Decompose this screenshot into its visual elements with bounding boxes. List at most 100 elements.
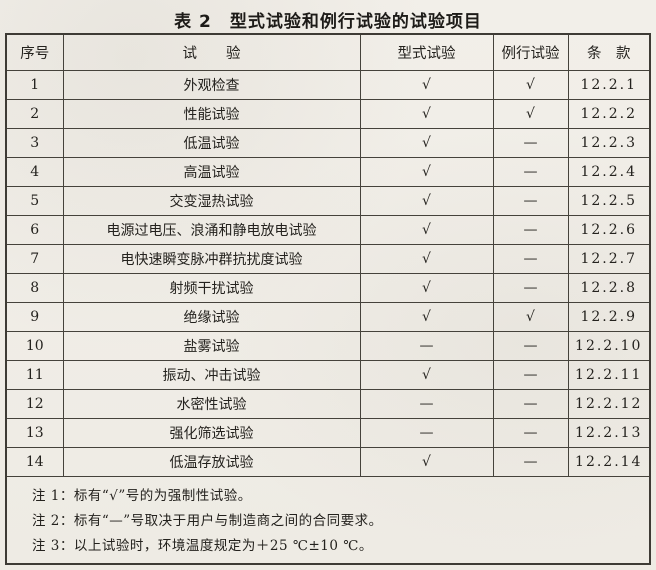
table-row: 6 电源过电压、浪涌和静电放电试验 √ — 12.2.6	[5, 215, 651, 245]
table-row: 1 外观检查 √ √ 12.2.1	[5, 70, 651, 100]
row-clause: 12.2.13	[567, 418, 651, 448]
row-routine-test-mark: √	[492, 302, 569, 332]
row-serial-number: 7	[5, 244, 64, 274]
notes-cell: 注 1：标有“√”号的为强制性试验。 注 2：标有“—”号取决于用户与制造商之间…	[5, 476, 651, 565]
row-test-name: 性能试验	[62, 99, 361, 129]
row-routine-test-mark: —	[492, 360, 569, 390]
row-clause: 12.2.2	[567, 99, 651, 129]
row-routine-test-mark: —	[492, 273, 569, 303]
row-test-name: 电快速瞬变脉冲群抗扰度试验	[62, 244, 361, 274]
row-test-name: 绝缘试验	[62, 302, 361, 332]
row-serial-number: 9	[5, 302, 64, 332]
table-row: 11 振动、冲击试验 √ — 12.2.11	[5, 360, 651, 390]
row-test-name: 射频干扰试验	[62, 273, 361, 303]
header-clause: 条 款	[567, 33, 651, 71]
row-routine-test-mark: —	[492, 331, 569, 361]
row-serial-number: 6	[5, 215, 64, 245]
row-clause: 12.2.10	[567, 331, 651, 361]
row-routine-test-mark: —	[492, 389, 569, 419]
row-test-name: 水密性试验	[62, 389, 361, 419]
row-serial-number: 12	[5, 389, 64, 419]
note-1: 注 1：标有“√”号的为强制性试验。	[32, 488, 252, 504]
table-row: 4 高温试验 √ — 12.2.4	[5, 157, 651, 187]
table-title: 表 2 型式试验和例行试验的试验项目	[174, 12, 482, 32]
row-test-name: 低温试验	[62, 128, 361, 158]
row-type-test-mark: √	[359, 360, 494, 390]
row-type-test-mark: √	[359, 447, 494, 477]
row-clause: 12.2.1	[567, 70, 651, 100]
row-type-test-mark: —	[359, 418, 494, 448]
row-routine-test-mark: —	[492, 186, 569, 216]
header-type-test: 型式试验	[359, 33, 494, 71]
table-row: 14 低温存放试验 √ — 12.2.14	[5, 447, 651, 477]
row-serial-number: 4	[5, 157, 64, 187]
row-clause: 12.2.3	[567, 128, 651, 158]
row-type-test-mark: √	[359, 186, 494, 216]
table-row: 7 电快速瞬变脉冲群抗扰度试验 √ — 12.2.7	[5, 244, 651, 274]
note-3: 注 3：以上试验时，环境温度规定为＋25 ℃±10 ℃。	[32, 538, 373, 554]
table-row: 10 盐雾试验 — — 12.2.10	[5, 331, 651, 361]
header-serial-number: 序号	[5, 33, 64, 71]
row-routine-test-mark: —	[492, 157, 569, 187]
header-test-name: 试 验	[62, 33, 361, 71]
header-row: 序号 试 验 型式试验 例行试验 条 款	[5, 33, 651, 71]
table-footnotes: 注 1：标有“√”号的为强制性试验。 注 2：标有“—”号取决于用户与制造商之间…	[5, 476, 651, 565]
table-row: 2 性能试验 √ √ 12.2.2	[5, 99, 651, 129]
row-clause: 12.2.14	[567, 447, 651, 477]
row-clause: 12.2.7	[567, 244, 651, 274]
row-serial-number: 5	[5, 186, 64, 216]
row-clause: 12.2.11	[567, 360, 651, 390]
row-type-test-mark: √	[359, 128, 494, 158]
row-type-test-mark: √	[359, 244, 494, 274]
row-serial-number: 13	[5, 418, 64, 448]
table-body: 1 外观检查 √ √ 12.2.1 2 性能试验 √ √ 12.2.2 3 低温…	[5, 70, 651, 477]
row-serial-number: 10	[5, 331, 64, 361]
row-type-test-mark: √	[359, 99, 494, 129]
row-routine-test-mark: —	[492, 447, 569, 477]
table-row: 13 强化筛选试验 — — 12.2.13	[5, 418, 651, 448]
table-row: 8 射频干扰试验 √ — 12.2.8	[5, 273, 651, 303]
table-row: 5 交变湿热试验 √ — 12.2.5	[5, 186, 651, 216]
row-test-name: 盐雾试验	[62, 331, 361, 361]
row-serial-number: 2	[5, 99, 64, 129]
row-test-name: 电源过电压、浪涌和静电放电试验	[62, 215, 361, 245]
table-row: 9 绝缘试验 √ √ 12.2.9	[5, 302, 651, 332]
row-serial-number: 8	[5, 273, 64, 303]
row-serial-number: 1	[5, 70, 64, 100]
row-type-test-mark: —	[359, 389, 494, 419]
row-serial-number: 14	[5, 447, 64, 477]
row-routine-test-mark: √	[492, 99, 569, 129]
row-serial-number: 3	[5, 128, 64, 158]
test-items-table: 序号 试 验 型式试验 例行试验 条 款 1 外观检查 √ √ 12.2.1 2…	[5, 33, 651, 565]
row-type-test-mark: √	[359, 157, 494, 187]
row-type-test-mark: √	[359, 70, 494, 100]
row-clause: 12.2.12	[567, 389, 651, 419]
row-test-name: 外观检查	[62, 70, 361, 100]
row-clause: 12.2.5	[567, 186, 651, 216]
row-serial-number: 11	[5, 360, 64, 390]
row-type-test-mark: √	[359, 215, 494, 245]
row-test-name: 高温试验	[62, 157, 361, 187]
row-clause: 12.2.4	[567, 157, 651, 187]
row-clause: 12.2.6	[567, 215, 651, 245]
row-routine-test-mark: —	[492, 244, 569, 274]
row-test-name: 交变湿热试验	[62, 186, 361, 216]
row-routine-test-mark: √	[492, 70, 569, 100]
row-routine-test-mark: —	[492, 128, 569, 158]
table-row: 3 低温试验 √ — 12.2.3	[5, 128, 651, 158]
table-header: 序号 试 验 型式试验 例行试验 条 款	[5, 33, 651, 71]
row-test-name: 振动、冲击试验	[62, 360, 361, 390]
table-row: 12 水密性试验 — — 12.2.12	[5, 389, 651, 419]
row-clause: 12.2.9	[567, 302, 651, 332]
row-routine-test-mark: —	[492, 215, 569, 245]
row-test-name: 强化筛选试验	[62, 418, 361, 448]
notes-row: 注 1：标有“√”号的为强制性试验。 注 2：标有“—”号取决于用户与制造商之间…	[5, 476, 651, 565]
row-type-test-mark: √	[359, 302, 494, 332]
header-routine-test: 例行试验	[492, 33, 569, 71]
row-routine-test-mark: —	[492, 418, 569, 448]
row-clause: 12.2.8	[567, 273, 651, 303]
row-test-name: 低温存放试验	[62, 447, 361, 477]
row-type-test-mark: —	[359, 331, 494, 361]
row-type-test-mark: √	[359, 273, 494, 303]
